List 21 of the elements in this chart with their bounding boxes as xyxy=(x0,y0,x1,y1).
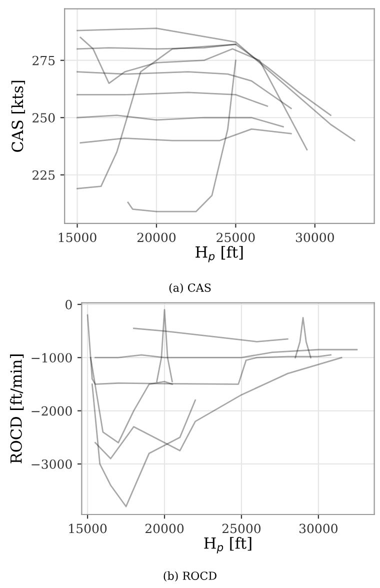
x-tick-label: 25000 xyxy=(216,232,255,242)
x-tick-label: 30000 xyxy=(300,524,338,534)
y-tick-label: −3000 xyxy=(32,459,72,469)
text: (a) CAS xyxy=(169,283,211,294)
x-tick-label: 15000 xyxy=(58,232,96,242)
text: (b) ROCD xyxy=(164,571,216,582)
y-axis-title: CAS [kts] xyxy=(11,80,25,152)
x-tick-label: 20000 xyxy=(137,232,176,242)
x-tick-label: 20000 xyxy=(145,524,184,534)
y-tick-label: 250 xyxy=(32,113,55,123)
y-tick-label: 0 xyxy=(66,300,72,310)
y-tick-label: 275 xyxy=(32,56,55,66)
x-tick-label: 15000 xyxy=(69,524,107,534)
y-axis-title: ROCD [ft/min] xyxy=(10,354,24,464)
y-tick-label: −2000 xyxy=(32,406,72,416)
x-tick-label: 30000 xyxy=(296,232,334,242)
x-axis-title: H$_{p}$ [ft] xyxy=(196,246,243,262)
x-axis-title: H$_{p}$ [ft] xyxy=(204,537,252,554)
y-tick-label: −1000 xyxy=(32,353,72,363)
y-tick-label: 225 xyxy=(32,170,55,180)
x-tick-label: 25000 xyxy=(222,524,261,534)
